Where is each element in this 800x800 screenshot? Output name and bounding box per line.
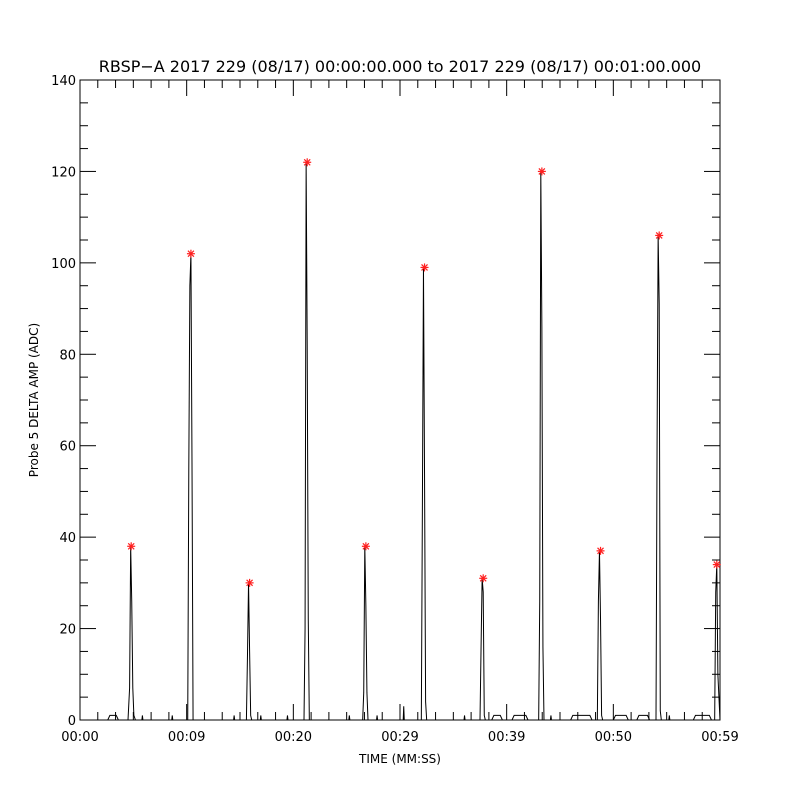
- series-layer: [80, 158, 721, 721]
- y-tick-label: 0: [68, 714, 76, 729]
- peak-marker: [361, 542, 370, 551]
- plot-frame: [79, 79, 721, 721]
- x-tick-label: 00:50: [595, 730, 632, 745]
- peak-marker: [420, 263, 429, 272]
- amplitude-trace: [80, 162, 721, 721]
- peak-marker: [712, 560, 721, 569]
- x-tick-label: 00:20: [275, 730, 312, 745]
- y-tick-label: 140: [51, 74, 76, 89]
- peak-marker: [655, 231, 664, 240]
- x-axis-label: TIME (MM:SS): [358, 752, 441, 766]
- peak-marker: [479, 574, 488, 583]
- y-tick-label: 120: [51, 165, 76, 180]
- x-tick-label: 00:59: [701, 730, 738, 745]
- peak-marker: [127, 542, 136, 551]
- chart-title: RBSP−A 2017 229 (08/17) 00:00:00.000 to …: [99, 57, 701, 76]
- x-tick-label: 00:39: [488, 730, 525, 745]
- x-tick-label: 00:00: [61, 730, 98, 745]
- y-tick-label: 100: [51, 257, 76, 272]
- y-axis: 0 20 40 60 80 100 120 140: [51, 74, 720, 729]
- x-tick-label: 00:09: [168, 730, 205, 745]
- y-tick-label: 60: [59, 440, 76, 455]
- y-tick-label: 40: [59, 531, 76, 546]
- peak-marker: [537, 167, 546, 176]
- x-tick-label: 00:29: [381, 730, 418, 745]
- y-tick-label: 80: [59, 348, 76, 363]
- y-tick-label: 20: [59, 623, 76, 638]
- y-axis-label: Probe 5 DELTA AMP (ADC): [27, 323, 41, 477]
- x-axis: 00:00 00:09 00:20 00:29 00:39 00:50 00:59: [61, 80, 739, 745]
- peak-marker: [186, 249, 195, 258]
- peak-marker: [245, 578, 254, 587]
- peak-marker: [596, 546, 605, 555]
- peak-marker: [303, 158, 312, 167]
